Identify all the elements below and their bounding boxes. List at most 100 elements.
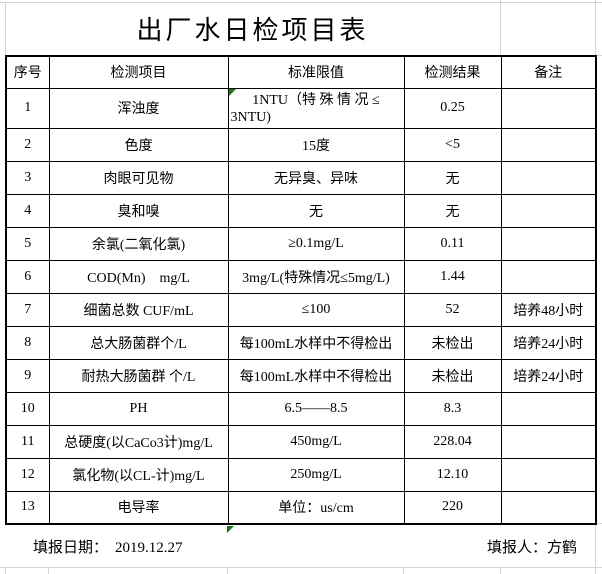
note-cell (500, 127, 597, 162)
note-cell (500, 193, 597, 228)
standard-limit-line1: 1NTU（特 殊 情 况 ≤ (252, 93, 380, 108)
standard-limit-line2: 3NTU) (230, 110, 271, 125)
row-number-cell: 6 (5, 259, 50, 294)
header-serial: 序号 (5, 55, 50, 89)
row-number-cell: 7 (5, 292, 50, 327)
standard-limit-cell: 1NTU（特 殊 情 况 ≤ 3NTU) (227, 87, 405, 129)
header-note: 备注 (500, 55, 597, 89)
gridline (403, 568, 404, 574)
table-row: 11 总硬度(以CaCo3计)mg/L 450mg/L 228.04 (5, 424, 597, 459)
gridline (595, 0, 596, 55)
note-cell (500, 391, 597, 426)
gridline (5, 568, 6, 574)
gridline (596, 523, 602, 524)
header-item: 检测项目 (48, 55, 229, 89)
cell-error-flag-icon (227, 526, 234, 533)
row-number-cell: 3 (5, 160, 50, 195)
standard-limit-cell: 250mg/L (227, 457, 405, 492)
row-number-cell: 10 (5, 391, 50, 426)
header-result: 检测结果 (403, 55, 502, 89)
report-date-label: 填报日期： (33, 539, 109, 556)
header-row: 序号 检测项目 标准限值 检测结果 备注 (5, 55, 597, 89)
result-cell: 未检出 (403, 325, 502, 360)
report-date-value: 2019.12.27 (115, 539, 183, 556)
item-name-cell: 肉眼可见物 (48, 160, 229, 195)
item-name-cell: 色度 (48, 127, 229, 162)
row-number-cell: 11 (5, 424, 50, 459)
note-cell (500, 259, 597, 294)
gridline (5, 2, 6, 55)
note-cell (500, 87, 597, 129)
row-number-cell: 5 (5, 226, 50, 261)
row-number-cell: 12 (5, 457, 50, 492)
row-number-cell: 1 (5, 87, 50, 129)
note-cell: 培养24小时 (500, 325, 597, 360)
reporter-value: 方鹤 (546, 539, 577, 556)
table-row: 4 臭和嗅无无 (5, 193, 597, 228)
result-cell: 0.25 (403, 87, 502, 129)
gridline (595, 568, 596, 574)
standard-limit-cell: ≥0.1mg/L (227, 226, 405, 261)
gridline (500, 0, 501, 55)
note-cell (500, 424, 597, 459)
result-cell: 8.3 (403, 391, 502, 426)
table-row: 5 余氯(二氧化氯) ≥0.1mg/L 0.11 (5, 226, 597, 261)
note-cell (500, 226, 597, 261)
standard-limit-cell: 450mg/L (227, 424, 405, 459)
gridline (595, 525, 596, 567)
result-cell: 0.11 (403, 226, 502, 261)
note-cell: 培养24小时 (500, 358, 597, 393)
item-name-cell: 余氯(二氧化氯) (48, 226, 229, 261)
reporter: 填报人： 方鹤 (227, 525, 595, 567)
inspection-table: 序号 检测项目 标准限值 检测结果 备注 1 浑浊度 1NTU（特 殊 情 况 ≤ 3… (5, 55, 597, 525)
table-row: 9 耐热大肠菌群 个/L 每100mL水样中不得检出 未检出 培养24小时 (5, 358, 597, 393)
inspection-table-body: 1 浑浊度 1NTU（特 殊 情 况 ≤ 3NTU) 0.25 2 色度 15度 <5 3 肉眼可见… (5, 87, 597, 525)
result-cell: 228.04 (403, 424, 502, 459)
item-name-cell: 氯化物(以CL-计)mg/L (48, 457, 229, 492)
standard-limit-cell: 无 (227, 193, 405, 228)
result-cell: 12.10 (403, 457, 502, 492)
table-row: 3 肉眼可见物 无异臭、异味无 (5, 160, 597, 195)
standard-limit-cell: 每100mL水样中不得检出 (227, 358, 405, 393)
result-cell: 1.44 (403, 259, 502, 294)
footer-row: 填报日期： 2019.12.27 填报人： 方鹤 (5, 525, 595, 567)
item-name-cell: 总大肠菌群个/L (48, 325, 229, 360)
row-number-cell: 8 (5, 325, 50, 360)
result-cell: 无 (403, 160, 502, 195)
gridline (500, 568, 501, 574)
gridline (0, 567, 602, 568)
table-row: 13 电导率 单位：us/cm 220 (5, 490, 597, 525)
item-name-cell: 臭和嗅 (48, 193, 229, 228)
row-number-cell: 9 (5, 358, 50, 393)
result-cell: 52 (403, 292, 502, 327)
table-row: 6 COD(Mn) mg/L 3mg/L(特殊情况≤5mg/L) 1.44 (5, 259, 597, 294)
cell-error-flag-icon (229, 89, 236, 96)
note-cell: 培养48小时 (500, 292, 597, 327)
standard-limit-cell: 3mg/L(特殊情况≤5mg/L) (227, 259, 405, 294)
reporter-label: 填报人： (486, 539, 547, 556)
result-cell: 未检出 (403, 358, 502, 393)
item-name-cell: 电导率 (48, 490, 229, 525)
gridline (596, 55, 602, 56)
gridline (227, 568, 228, 574)
standard-limit-cell: 单位：us/cm (227, 490, 405, 525)
note-cell (500, 457, 597, 492)
header-standard: 标准限值 (227, 55, 405, 89)
item-name-cell: 耐热大肠菌群 个/L (48, 358, 229, 393)
standard-limit-cell: 15度 (227, 127, 405, 162)
item-name-cell: COD(Mn) mg/L (48, 259, 229, 294)
note-cell (500, 490, 597, 525)
standard-limit-cell: ≤100 (227, 292, 405, 327)
item-name-cell: 浑浊度 (48, 87, 229, 129)
standard-limit-cell: 每100mL水样中不得检出 (227, 325, 405, 360)
item-name-cell: 细菌总数 CUF/mL (48, 292, 229, 327)
row-number-cell: 4 (5, 193, 50, 228)
table-row: 8 总大肠菌群个/L 每100mL水样中不得检出 未检出 培养24小时 (5, 325, 597, 360)
standard-limit-cell: 6.5——8.5 (227, 391, 405, 426)
result-cell: 220 (403, 490, 502, 525)
result-cell: <5 (403, 127, 502, 162)
table-row: 2 色度 15度 <5 (5, 127, 597, 162)
report-date: 填报日期： 2019.12.27 (5, 536, 227, 557)
standard-limit-cell: 无异臭、异味 (227, 160, 405, 195)
sheet-body: 序号 检测项目 标准限值 检测结果 备注 1 浑浊度 1NTU（特 殊 情 况 ≤ 3… (5, 55, 597, 567)
